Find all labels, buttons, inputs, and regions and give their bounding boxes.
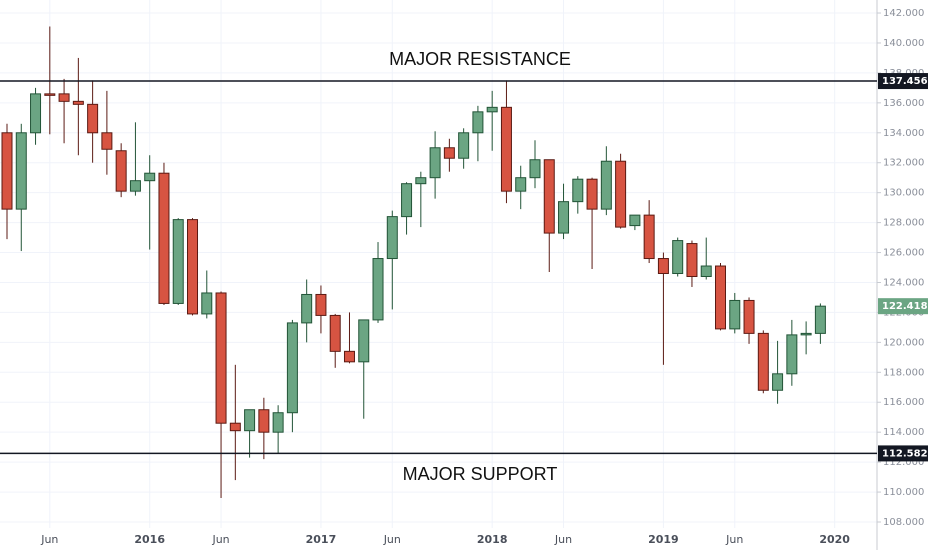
candle-body bbox=[101, 132, 113, 150]
y-tick-label: 136.000 bbox=[883, 98, 924, 109]
candle-body bbox=[301, 293, 313, 324]
y-tick-label: 118.000 bbox=[883, 367, 924, 378]
price-tag-label: 137.456 bbox=[882, 76, 928, 87]
candle-body bbox=[600, 160, 612, 210]
y-tick-label: 134.000 bbox=[883, 128, 924, 139]
candle-body bbox=[272, 412, 284, 433]
x-tick-label: Jun bbox=[725, 533, 743, 546]
candle-body bbox=[115, 150, 127, 192]
candle-body bbox=[372, 258, 384, 321]
last-price-tag bbox=[878, 298, 928, 315]
candle-body bbox=[172, 219, 184, 304]
y-tick-label: 124.000 bbox=[883, 277, 924, 288]
candle-body bbox=[586, 178, 598, 210]
candle-body bbox=[44, 93, 56, 96]
candle-body bbox=[144, 172, 156, 182]
candle-body bbox=[786, 334, 798, 375]
y-tick-label: 120.000 bbox=[883, 337, 924, 348]
price-tag-label: 112.582 bbox=[882, 448, 928, 459]
price-tag bbox=[878, 445, 928, 462]
y-tick-label: 116.000 bbox=[883, 397, 924, 408]
candle-body bbox=[458, 132, 470, 159]
y-tick-label: 142.000 bbox=[883, 8, 924, 19]
candle-body bbox=[657, 258, 669, 275]
candle-body bbox=[315, 293, 327, 316]
y-tick-label: 128.000 bbox=[883, 218, 924, 229]
y-tick-label: 114.000 bbox=[883, 427, 924, 438]
x-tick-label: Jun bbox=[40, 533, 58, 546]
candle-body bbox=[629, 214, 641, 227]
candle-body bbox=[329, 314, 341, 352]
candle-body bbox=[500, 106, 512, 192]
candle-body bbox=[129, 180, 141, 192]
candle-body bbox=[772, 373, 784, 391]
candle-body bbox=[244, 409, 256, 432]
y-tick-label: 110.000 bbox=[883, 487, 924, 498]
candle-body bbox=[543, 159, 555, 234]
candle-body bbox=[343, 350, 355, 363]
candle-body bbox=[72, 100, 84, 105]
candle-body bbox=[58, 93, 70, 102]
price-tag bbox=[878, 73, 928, 90]
candle-body bbox=[686, 243, 698, 277]
candle-body bbox=[286, 322, 298, 414]
y-tick-label: 108.000 bbox=[883, 517, 924, 528]
candle-body bbox=[743, 299, 755, 334]
last-price-label: 122.418 bbox=[882, 301, 928, 312]
y-tick-label: 140.000 bbox=[883, 38, 924, 49]
candle-body bbox=[572, 178, 584, 203]
candle-body bbox=[1, 132, 13, 210]
candle-body bbox=[201, 292, 213, 315]
x-tick-label: 2019 bbox=[648, 533, 679, 546]
level-name: MAJOR RESISTANCE bbox=[389, 49, 571, 69]
candle-body bbox=[187, 219, 199, 315]
x-tick-label: Jun bbox=[383, 533, 401, 546]
candle-body bbox=[386, 216, 398, 260]
candle-body bbox=[30, 93, 42, 134]
x-tick-label: Jun bbox=[554, 533, 572, 546]
candle-body bbox=[215, 292, 227, 424]
candle-body bbox=[715, 265, 726, 330]
x-tick-label: 2020 bbox=[819, 533, 850, 546]
x-tick-label: 2016 bbox=[134, 533, 165, 546]
x-tick-label: 2017 bbox=[306, 533, 337, 546]
y-tick-label: 130.000 bbox=[883, 188, 924, 199]
candle-body bbox=[472, 111, 484, 134]
x-tick-label: 2018 bbox=[477, 533, 508, 546]
candle-body bbox=[643, 214, 655, 260]
candle-body bbox=[15, 132, 27, 210]
x-tick-label: Jun bbox=[211, 533, 229, 546]
candle-body bbox=[258, 409, 270, 433]
candle-body bbox=[358, 319, 370, 363]
candle-body bbox=[443, 147, 455, 159]
candle-body bbox=[158, 172, 170, 304]
y-tick-label: 112.000 bbox=[883, 457, 924, 468]
candle-body bbox=[558, 201, 570, 234]
candle-body bbox=[515, 177, 527, 192]
candle-body bbox=[700, 265, 712, 277]
candle-body bbox=[814, 305, 826, 334]
candle-body bbox=[615, 160, 627, 228]
candle-body bbox=[415, 177, 427, 185]
candle-body bbox=[229, 422, 241, 432]
candle-body bbox=[800, 332, 812, 336]
candle-body bbox=[401, 183, 413, 218]
candle-body bbox=[672, 240, 684, 275]
candle-body bbox=[429, 147, 441, 179]
candle-body bbox=[529, 159, 541, 179]
level-name: MAJOR SUPPORT bbox=[403, 464, 558, 484]
y-tick-label: 132.000 bbox=[883, 158, 924, 169]
candle-body bbox=[87, 103, 99, 134]
candle-body bbox=[729, 299, 741, 330]
candle-body bbox=[486, 106, 498, 113]
y-tick-label: 126.000 bbox=[883, 248, 924, 259]
candle-body bbox=[757, 332, 769, 391]
